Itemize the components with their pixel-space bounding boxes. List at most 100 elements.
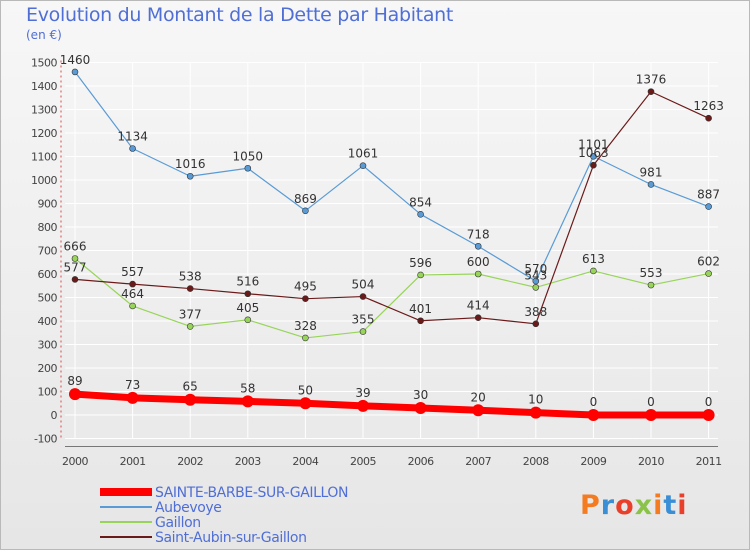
y-tick-label: 600 xyxy=(38,268,58,281)
data-point-saint-aubin xyxy=(417,317,424,325)
y-tick-label: 1300 xyxy=(31,104,57,117)
legend-label-aubevoye: Aubevoye xyxy=(155,500,222,516)
data-label-saint-aubin: 557 xyxy=(121,265,144,279)
data-point-aubevoye xyxy=(359,162,367,169)
chart-subtitle: (en €) xyxy=(26,28,62,42)
legend-label-saint-aubin: Saint-Aubin-sur-Gaillon xyxy=(155,530,307,546)
x-tick-label: 2011 xyxy=(696,455,722,468)
data-point-saint-aubin xyxy=(647,88,655,95)
data-label-aubevoye: 887 xyxy=(697,188,720,202)
data-label-sainte: 58 xyxy=(240,381,255,395)
data-point-sainte xyxy=(126,391,139,404)
data-label-saint-aubin: 401 xyxy=(409,302,432,316)
y-tick-label: 100 xyxy=(38,386,58,399)
data-point-gaillon xyxy=(705,270,712,277)
data-point-gaillon xyxy=(359,328,367,335)
data-point-aubevoye xyxy=(186,172,194,180)
y-tick-label: 300 xyxy=(38,339,58,352)
data-point-gaillon xyxy=(590,267,597,275)
data-point-aubevoye xyxy=(71,68,79,76)
legend-label-sainte: SAINTE-BARBE-SUR-GAILLON xyxy=(155,485,348,501)
data-point-aubevoye xyxy=(647,181,655,188)
data-label-gaillon: 596 xyxy=(409,256,432,270)
data-point-sainte xyxy=(472,404,485,417)
proxiti-logo: Proxiti xyxy=(580,490,688,521)
data-label-sainte: 65 xyxy=(183,380,198,394)
data-point-sainte xyxy=(299,397,312,410)
data-label-saint-aubin: 1263 xyxy=(693,99,724,113)
data-point-gaillon xyxy=(186,323,194,330)
data-label-sainte: 89 xyxy=(67,374,82,388)
data-label-aubevoye: 1016 xyxy=(175,157,206,171)
y-tick-label: -100 xyxy=(34,433,57,446)
x-tick-label: 2008 xyxy=(523,455,549,468)
data-label-aubevoye: 1134 xyxy=(117,130,148,144)
data-point-gaillon xyxy=(302,334,309,342)
data-label-sainte: 73 xyxy=(125,378,140,392)
data-point-sainte xyxy=(69,388,81,401)
data-label-gaillon: 355 xyxy=(352,313,375,327)
data-label-sainte: 50 xyxy=(298,383,313,397)
data-label-saint-aubin: 504 xyxy=(352,278,375,292)
x-tick-label: 2001 xyxy=(120,455,146,468)
data-label-saint-aubin: 538 xyxy=(179,270,202,284)
x-tick-label: 2006 xyxy=(408,455,434,468)
data-point-aubevoye xyxy=(705,203,712,210)
data-label-aubevoye: 718 xyxy=(467,227,490,241)
data-point-saint-aubin xyxy=(590,161,597,169)
data-point-sainte xyxy=(702,409,715,421)
data-point-saint-aubin xyxy=(359,293,367,300)
data-point-saint-aubin xyxy=(474,314,482,322)
x-tick-label: 2000 xyxy=(62,455,88,468)
data-point-aubevoye xyxy=(302,207,309,215)
data-point-gaillon xyxy=(647,281,655,289)
data-label-gaillon: 666 xyxy=(64,239,87,253)
y-tick-label: 800 xyxy=(38,221,58,234)
data-point-sainte xyxy=(414,401,427,414)
data-point-sainte xyxy=(587,409,600,421)
data-label-gaillon: 464 xyxy=(121,287,144,301)
data-label-aubevoye: 1050 xyxy=(233,149,264,163)
data-label-saint-aubin: 577 xyxy=(64,260,87,274)
data-label-sainte: 39 xyxy=(355,386,370,400)
data-label-gaillon: 553 xyxy=(640,266,663,280)
data-label-saint-aubin: 495 xyxy=(294,280,317,294)
data-point-aubevoye xyxy=(532,277,540,285)
data-point-sainte xyxy=(357,399,369,412)
data-label-aubevoye: 854 xyxy=(409,195,432,209)
y-tick-label: 0 xyxy=(51,409,58,422)
data-point-saint-aubin xyxy=(129,280,136,288)
data-label-sainte: 0 xyxy=(590,395,598,409)
data-point-sainte xyxy=(184,393,197,406)
data-label-aubevoye: 1061 xyxy=(348,147,379,161)
y-tick-label: 900 xyxy=(38,198,58,211)
data-point-saint-aubin xyxy=(186,285,194,292)
y-tick-label: 1000 xyxy=(31,174,57,187)
data-point-gaillon xyxy=(129,302,136,310)
series-line-aubevoye xyxy=(74,71,710,282)
data-point-sainte xyxy=(529,406,542,419)
y-tick-label: 1500 xyxy=(31,57,57,70)
x-tick-label: 2003 xyxy=(235,455,261,468)
data-label-gaillon: 600 xyxy=(467,255,490,269)
series-line-gaillon xyxy=(74,257,710,339)
series-line-sainte xyxy=(71,390,713,419)
data-label-saint-aubin: 1063 xyxy=(578,146,609,160)
data-label-sainte: 20 xyxy=(471,390,486,404)
data-point-saint-aubin xyxy=(71,276,79,283)
data-point-saint-aubin xyxy=(705,114,712,122)
data-point-aubevoye xyxy=(417,211,424,218)
data-point-gaillon xyxy=(71,255,79,262)
x-tick-label: 2004 xyxy=(292,455,318,468)
data-label-gaillon: 543 xyxy=(524,268,547,282)
data-label-aubevoye: 981 xyxy=(640,165,663,179)
data-label-gaillon: 328 xyxy=(294,319,317,333)
series-line-saint-aubin xyxy=(74,91,710,325)
x-tick-label: 2002 xyxy=(177,455,203,468)
data-label-saint-aubin: 516 xyxy=(236,275,259,289)
data-point-aubevoye xyxy=(590,152,597,160)
x-tick-label: 2007 xyxy=(465,455,491,468)
y-tick-label: 1100 xyxy=(31,151,57,164)
